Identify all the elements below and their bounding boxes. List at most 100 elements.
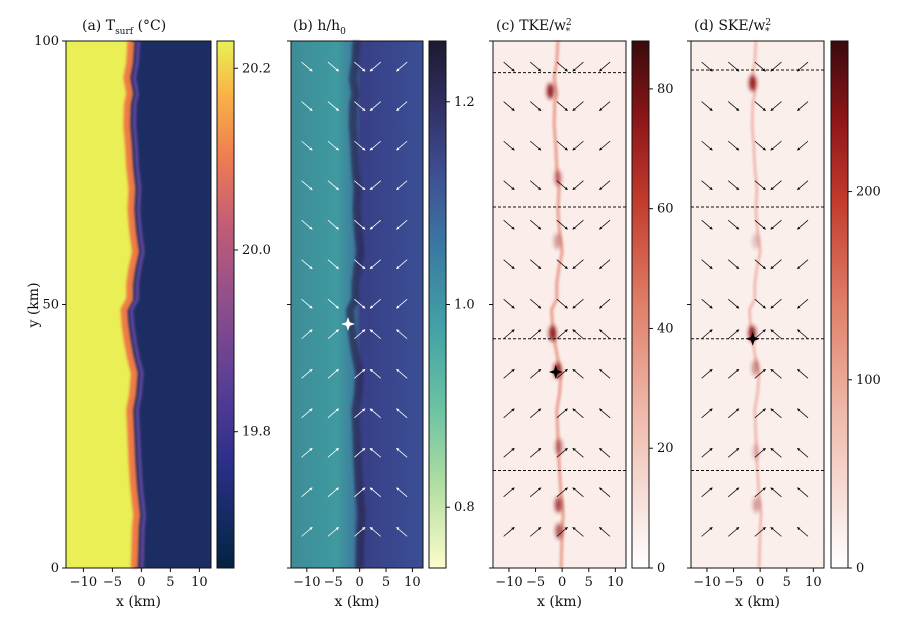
vector-arrow (369, 447, 382, 458)
panel-c-marker (548, 365, 563, 379)
vector-arrow (770, 61, 782, 72)
vector-arrow (598, 487, 611, 498)
panel-c-title: (c) TKE/w2 * (496, 18, 572, 37)
vector-arrow (796, 526, 809, 537)
vector-arrow (369, 180, 382, 191)
vector-arrow (556, 487, 568, 498)
vector-arrow (598, 101, 611, 112)
vector-arrow (556, 219, 568, 230)
y-tick-label: 0 (51, 561, 59, 576)
x-tick-label: −5 (103, 575, 122, 590)
vector-arrow (701, 101, 713, 112)
vector-arrow (727, 298, 740, 309)
vector-arrow (754, 329, 766, 340)
colorbar-tick-label: 200 (856, 185, 881, 200)
vector-arrow (572, 180, 584, 191)
x-tick-label: 10 (404, 575, 421, 590)
hotspot (554, 496, 562, 513)
panel-b-marker (341, 317, 355, 331)
vector-arrow (796, 298, 809, 309)
vector-arrow (572, 298, 584, 309)
panel-c-vectors (503, 61, 611, 537)
x-tick-label: 0 (756, 575, 764, 590)
panel-a-colorbar (216, 40, 235, 569)
vector-arrow (503, 180, 515, 191)
vector-arrow (529, 487, 542, 498)
vector-arrow (396, 298, 408, 309)
vector-arrow (396, 368, 408, 379)
panel-a-front-edge (120, 40, 141, 569)
colorbar-tick-label: 40 (657, 321, 674, 336)
vector-arrow (301, 368, 313, 379)
vector-arrow (529, 259, 542, 270)
panel-a-title: (a) Tsurf (°C) (82, 18, 166, 37)
x-tick-label: 5 (382, 575, 390, 590)
vector-arrow (503, 487, 515, 498)
x-axis-label: x (km) (735, 594, 780, 610)
vector-arrow (556, 61, 568, 72)
star-marker (745, 331, 760, 346)
vector-arrow (556, 408, 568, 419)
vector-arrow (572, 368, 584, 379)
vector-arrow (301, 408, 313, 419)
colorbar-tick-label: 1.0 (454, 298, 475, 313)
vector-arrow (796, 140, 809, 151)
panel-d-colorbar (830, 40, 849, 569)
vector-arrow (770, 140, 782, 151)
x-axis-label: x (km) (537, 594, 582, 610)
vector-arrow (327, 329, 340, 340)
vector-arrow (301, 487, 313, 498)
panel-d-colorbar-ticks: 0 100 200 (848, 185, 881, 576)
vector-arrow (796, 101, 809, 112)
colorbar-tick-label: 60 (657, 202, 674, 217)
panel-b: (b) h/h0 −10 −5 0 5 10 x (km) 0.8 1.0 1.2 (287, 18, 475, 610)
vector-arrow (754, 298, 766, 309)
vector-arrow (754, 101, 766, 112)
vector-arrow (396, 219, 408, 230)
vector-arrow (396, 101, 408, 112)
x-tick-label: 10 (805, 575, 822, 590)
colorbar-tick-label: 100 (856, 373, 881, 388)
vector-arrow (529, 329, 542, 340)
vector-arrow (301, 180, 313, 191)
vector-arrow (598, 298, 611, 309)
vector-arrow (301, 298, 313, 309)
vector-arrow (529, 298, 542, 309)
y-tick-label: 50 (42, 298, 59, 313)
vector-arrow (354, 526, 366, 537)
star-marker (341, 317, 355, 331)
vector-arrow (754, 526, 766, 537)
vector-arrow (354, 101, 366, 112)
vector-arrow (396, 259, 408, 270)
vector-arrow (572, 408, 584, 419)
vector-arrow (503, 329, 515, 340)
hotspot (555, 523, 563, 540)
x-tick-label: 0 (355, 575, 363, 590)
vector-arrow (727, 101, 740, 112)
vector-arrow (396, 140, 408, 151)
vector-arrow (556, 368, 568, 379)
x-tick-label: 0 (137, 575, 145, 590)
vector-arrow (529, 140, 542, 151)
x-tick-label: 10 (191, 575, 208, 590)
vector-arrow (754, 447, 766, 458)
vector-arrow (503, 101, 515, 112)
vector-arrow (369, 61, 382, 72)
x-axis-label: x (km) (334, 594, 379, 610)
star-marker (548, 365, 563, 379)
vector-arrow (598, 140, 611, 151)
vector-arrow (503, 368, 515, 379)
vector-arrow (301, 329, 313, 340)
vector-arrow (369, 487, 382, 498)
x-tick-label: −10 (70, 575, 97, 590)
vector-arrow (369, 408, 382, 419)
hotspot (555, 438, 563, 455)
vector-arrow (529, 101, 542, 112)
colorbar-tick-label: 0 (657, 561, 665, 576)
colorbar-tick-label: 20 (657, 441, 674, 456)
vector-arrow (327, 180, 340, 191)
vector-arrow (369, 526, 382, 537)
vector-arrow (701, 298, 713, 309)
vector-arrow (301, 101, 313, 112)
vector-arrow (369, 259, 382, 270)
